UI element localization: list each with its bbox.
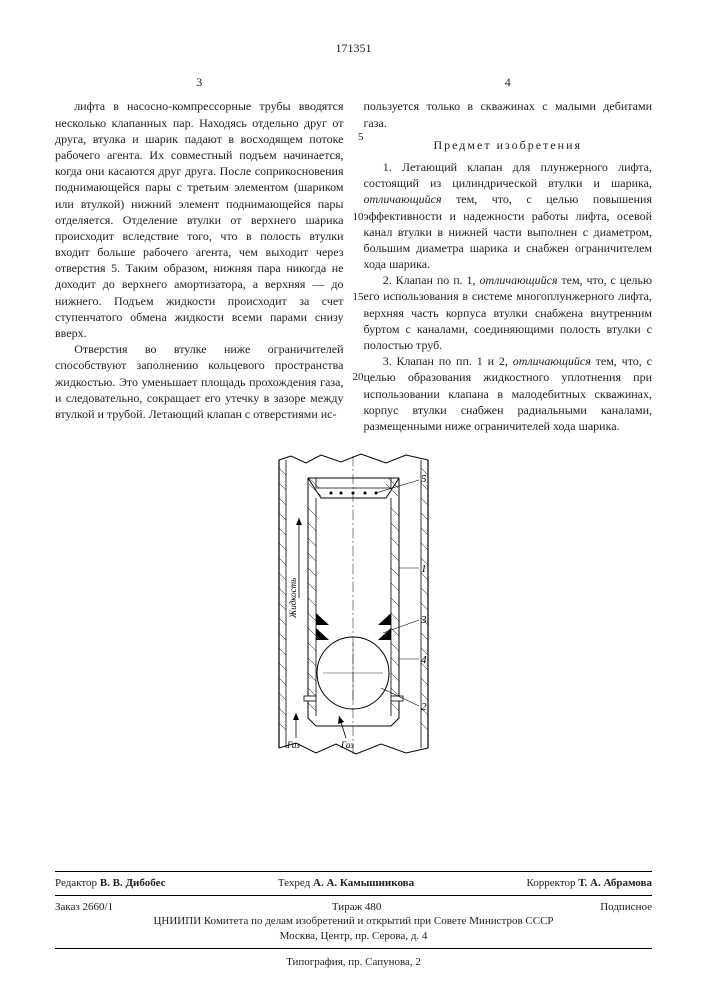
footer-proof-name: Т. А. Абрамова	[578, 877, 652, 889]
line-number-10: 10	[350, 210, 364, 225]
footer-tech-name: А. А. Камышникова	[313, 877, 414, 889]
document-number: 171351	[55, 40, 652, 56]
claim-2-a: 2. Клапан по п. 1,	[383, 273, 480, 287]
line-number-15: 15	[350, 290, 364, 305]
footer-tech-label: Техред	[278, 877, 310, 889]
claim-3-i: отличающийся	[513, 354, 591, 368]
page-number-left: 3	[55, 74, 344, 90]
fig-label-4: 4	[421, 654, 427, 666]
right-para-cont: пользуется только в скважинах с малыми д…	[364, 98, 653, 130]
fig-label-3: 3	[420, 614, 427, 626]
claim-2: 2. Клапан по п. 1, отличающийся тем, что…	[364, 272, 653, 353]
footer-addr: Москва, Центр, пр. Серова, д. 4	[55, 929, 652, 944]
figure-container: 1 2 3 4 5 Газ Газ Жидкость	[55, 448, 652, 763]
line-number-20: 20	[350, 370, 364, 385]
fig-label-gas-left: Газ	[286, 740, 300, 750]
claims-heading: Предмет изобретения	[364, 137, 653, 153]
line-number-5: 5	[350, 130, 364, 145]
fig-label-1: 1	[421, 563, 427, 575]
footer: Редактор В. В. Дибобес Техред А. А. Камы…	[55, 871, 652, 970]
footer-order: Заказ 2660/1	[55, 900, 113, 915]
footer-org: ЦНИИПИ Комитета по делам изобретений и о…	[55, 914, 652, 929]
left-column: 3 лифта в насосно-компрессорные трубы вв…	[55, 74, 344, 434]
fig-label-2: 2	[421, 701, 427, 713]
claim-1-i: отличающийся	[364, 192, 442, 206]
footer-proof-label: Корректор	[526, 877, 575, 889]
footer-imprint: Заказ 2660/1 Тираж 480 Подписное ЦНИИПИ …	[55, 896, 652, 950]
left-para-2: Отверстия во втулке ниже ограничителей с…	[55, 341, 344, 422]
left-para-1: лифта в насосно-компрессорные трубы ввод…	[55, 98, 344, 341]
footer-editor-name: В. В. Дибобес	[100, 877, 166, 889]
fig-label-liquid: Жидкость	[288, 578, 298, 619]
fig-label-gas-center: Газ	[340, 740, 354, 750]
footer-editor-label: Редактор	[55, 877, 97, 889]
footer-tech: Техред А. А. Камышникова	[278, 876, 414, 891]
claim-3: 3. Клапан по пп. 1 и 2, отличающийся тем…	[364, 353, 653, 434]
claim-1-a: 1. Летающий клапан для плунжерного лифта…	[364, 160, 653, 190]
fig-label-5: 5	[421, 473, 427, 485]
valve-figure: 1 2 3 4 5 Газ Газ Жидкость	[261, 448, 446, 763]
footer-subscr: Подписное	[600, 900, 652, 915]
footer-tirage: Тираж 480	[332, 900, 382, 915]
footer-credits: Редактор В. В. Дибобес Техред А. А. Камы…	[55, 871, 652, 896]
page-number-right: 4	[364, 74, 653, 90]
right-column: 5 10 15 20 4 пользуется только в скважин…	[364, 74, 653, 434]
claim-2-i: отличающийся	[479, 273, 557, 287]
footer-editor: Редактор В. В. Дибобес	[55, 876, 166, 891]
footer-typo: Типография, пр. Сапунова, 2	[55, 949, 652, 970]
footer-proof: Корректор Т. А. Абрамова	[526, 876, 652, 891]
page: 171351 3 лифта в насосно-компрессорные т…	[0, 0, 707, 1000]
claim-1: 1. Летающий клапан для плунжерного лифта…	[364, 159, 653, 272]
text-columns: 3 лифта в насосно-компрессорные трубы вв…	[55, 74, 652, 434]
claim-3-a: 3. Клапан по пп. 1 и 2,	[383, 354, 513, 368]
